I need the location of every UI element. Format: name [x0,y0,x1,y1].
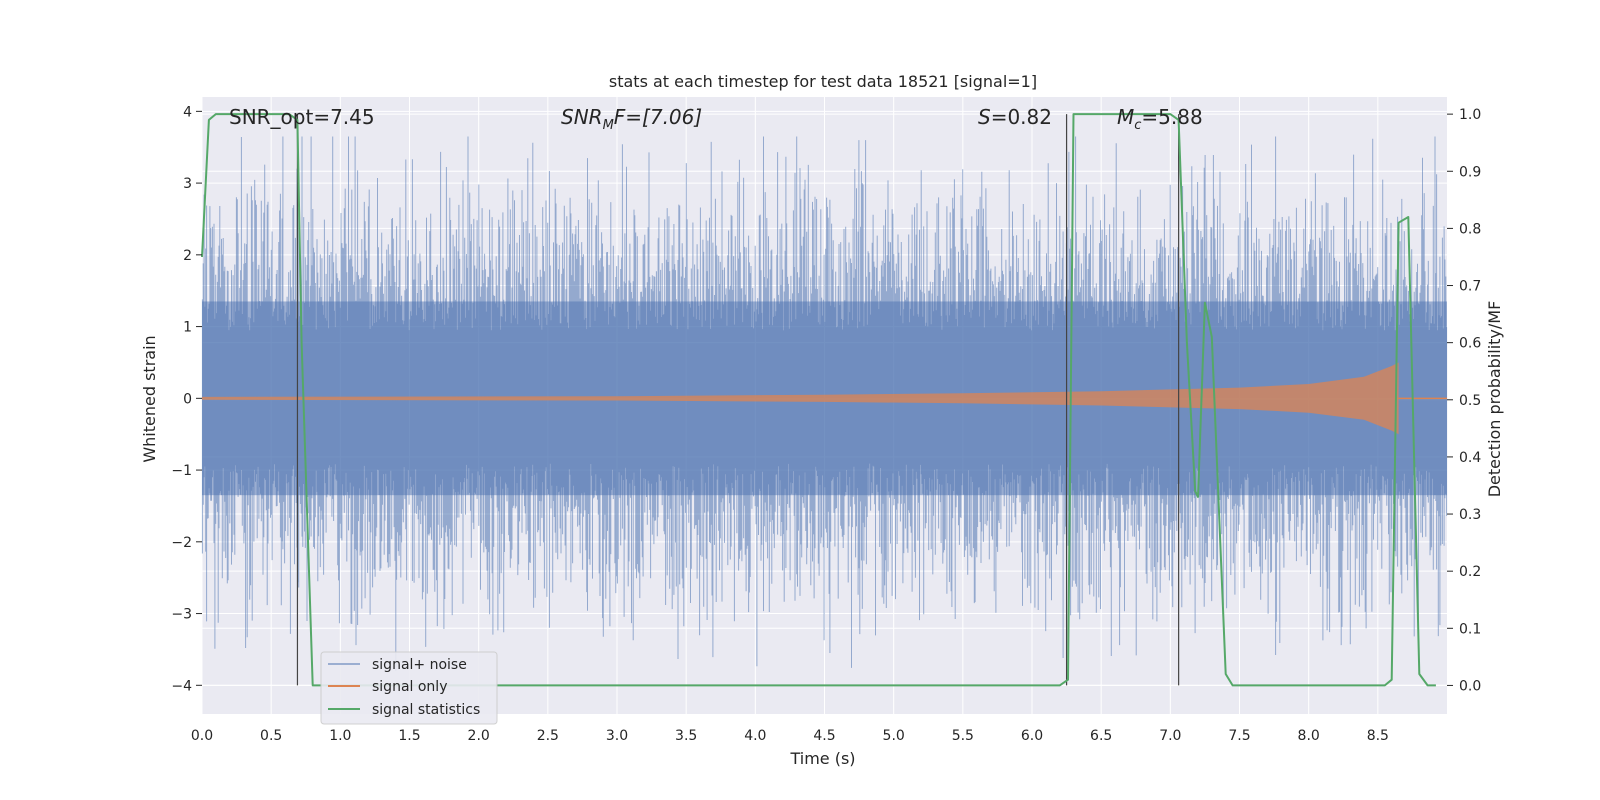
y-tick-label: −1 [171,463,192,479]
x-axis-ticks: 0.0 0.5 1.0 1.5 2.0 2.5 3.0 3.5 4.0 4.5 5.0 5.5 6.0 6… [191,728,1389,744]
x-tick-label: 1.0 [329,728,351,744]
y2-tick-label: 0.0 [1459,678,1481,694]
y2-tick-label: 0.1 [1459,621,1481,637]
annotation-s: S=0.82 [978,105,1052,129]
y-axis-label: Whitened strain [140,335,159,462]
x-tick-label: 0.5 [260,728,282,744]
y2-tick-label: 0.8 [1459,221,1481,237]
stats-line [201,113,1436,687]
x-tick-label: 6.5 [1090,728,1112,744]
legend-label-stats: signal statistics [372,702,480,718]
x-tick-label: 3.5 [675,728,697,744]
x-tick-label: 5.5 [952,728,974,744]
x-tick-label: 2.0 [468,728,490,744]
x-tick-label: 4.0 [744,728,766,744]
y-tick-label: 2 [183,248,192,264]
legend-label-noise: signal+ noise [372,657,467,673]
y-tick-label: 4 [183,104,192,120]
x-tick-label: 6.0 [1021,728,1043,744]
vertical-markers [296,114,1180,686]
signal-only-series [202,362,1447,435]
y-tick-label: 3 [183,176,192,192]
x-tick-label: 5.0 [883,728,905,744]
y2-tick-label: 0.9 [1459,164,1481,180]
y2-axis-label: Detection probability/MF [1485,301,1504,498]
x-tick-label: 0.0 [191,728,213,744]
y2-tick-label: 0.5 [1459,393,1481,409]
y2-tick-label: 1.0 [1459,107,1481,123]
x-tick-label: 8.5 [1367,728,1389,744]
legend-label-signal: signal only [372,679,447,695]
x-tick-label: 4.5 [813,728,835,744]
annotation-mc: Mc=5.88 [1117,105,1203,133]
y-tick-label: 1 [183,320,192,336]
y-tick-label: −4 [171,678,192,694]
y2-tick-label: 0.7 [1459,279,1481,295]
legend-box [320,651,498,725]
x-axis-label: Time (s) [789,749,855,768]
x-tick-label: 8.0 [1298,728,1320,744]
y2-tick-label: 0.4 [1459,450,1481,466]
signal-statistics-series [201,113,1436,687]
legend: signal+ noise signal only signal statist… [320,651,498,725]
x-tick-label: 7.0 [1159,728,1181,744]
x-tick-label: 1.5 [398,728,420,744]
annotation-snr-opt: SNR_opt=7.45 [229,105,375,129]
x-tick-label: 2.5 [537,728,559,744]
x-tick-label: 3.0 [606,728,628,744]
y2-axis-ticks: 0.0 0.1 0.2 0.3 0.4 0.5 0.6 0.7 0.8 0.9 1.0 [1447,107,1481,694]
y2-tick-label: 0.6 [1459,336,1481,352]
chirp-envelope [202,362,1399,435]
y-tick-label: 0 [183,391,192,407]
y2-tick-label: 0.2 [1459,564,1481,580]
y2-tick-label: 0.3 [1459,507,1481,523]
x-tick-label: 7.5 [1228,728,1250,744]
y-axis-ticks: −4 −3 −2 −1 0 1 2 3 4 [171,104,202,694]
y-tick-label: −2 [171,535,192,551]
annotation-snr-mf: SNRMF=[7.06] [561,105,702,133]
y-tick-label: −3 [171,607,192,623]
chart-title: stats at each timestep for test data 185… [609,72,1037,91]
